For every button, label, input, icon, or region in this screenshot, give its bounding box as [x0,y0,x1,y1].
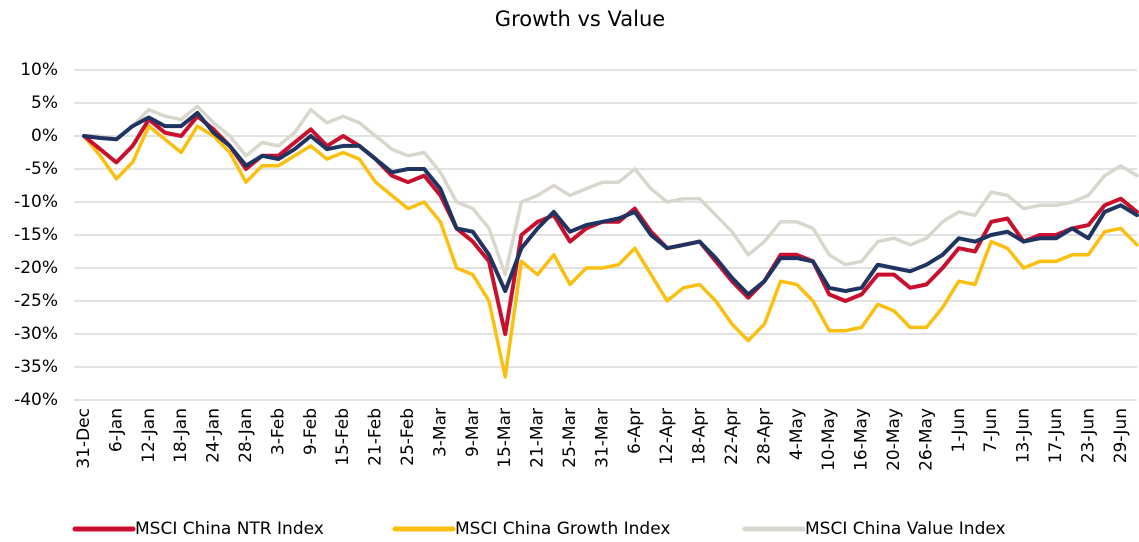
legend-label: MSCI China Value Index [805,519,1006,539]
x-tick-label: 31-Mar [592,408,612,468]
series-line [82,104,1139,277]
y-tick-label: 5% [31,93,58,113]
x-tick-label: 25-Feb [398,408,418,466]
x-tick-label: 13-Jun [1014,408,1034,463]
x-tick-label: 9-Mar [463,408,483,457]
legend-label: MSCI China NTR Index [135,519,324,539]
series-line [82,124,1139,379]
y-tick-label: -25% [14,291,58,311]
x-tick-label: 7-Jun [981,408,1001,452]
y-tick-label: -15% [14,225,58,245]
x-tick-label: 3-Mar [430,408,450,457]
x-tick-label: 6-Apr [625,408,645,454]
x-tick-label: 21-Mar [528,408,548,468]
x-tick-label: 23-Jun [1078,408,1098,463]
x-tick-label: 31-Dec [74,408,94,469]
y-tick-label: 0% [31,126,58,146]
x-tick-label: 9-Feb [301,408,321,455]
x-tick-label: 24-Jan [204,408,224,463]
x-tick-label: 12-Jan [139,408,159,463]
x-tick-label: 1-Jun [949,408,969,452]
x-tick-label: 12-Apr [657,408,677,465]
x-tick-label: 6-Jan [106,408,126,452]
x-tick-label: 17-Jun [1046,408,1066,463]
x-tick-label: 15-Mar [495,408,515,468]
y-tick-label: -5% [25,159,58,179]
legend-label: MSCI China Growth Index [455,519,670,539]
x-tick-label: 26-May [916,408,936,471]
x-tick-label: 16-May [852,408,872,471]
y-tick-label: -35% [14,357,58,377]
y-tick-label: 10% [20,60,58,80]
x-tick-label: 28-Apr [754,408,774,465]
x-tick-label: 20-May [884,408,904,471]
x-tick-label: 25-Mar [560,408,580,468]
x-tick-label: 15-Feb [333,408,353,466]
chart-title: Growth vs Value [495,7,665,31]
y-tick-label: -20% [14,258,58,278]
x-tick-label: 28-Jan [236,408,256,463]
x-tick-label: 18-Apr [690,408,710,465]
x-tick-label: 4-May [787,408,807,460]
x-tick-label: 21-Feb [366,408,386,466]
x-tick-label: 3-Feb [268,408,288,455]
x-tick-label: 18-Jan [171,408,191,463]
series-line [82,110,1139,297]
y-tick-label: -30% [14,324,58,344]
y-tick-label: -10% [14,192,58,212]
x-tick-label: 10-May [819,408,839,471]
y-tick-label: -40% [14,390,58,410]
x-tick-label: 22-Apr [722,408,742,465]
x-tick-label: 29-Jun [1111,408,1131,463]
